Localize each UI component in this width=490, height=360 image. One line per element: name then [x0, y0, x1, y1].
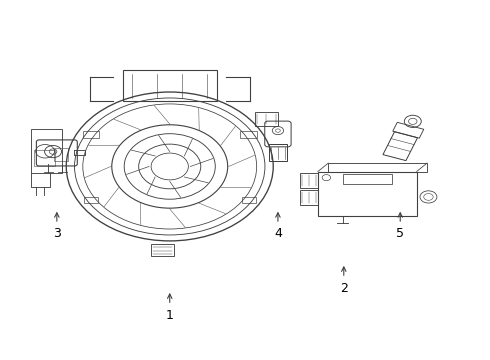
- Bar: [269, 144, 287, 161]
- Bar: [122, 71, 217, 101]
- Text: 2: 2: [340, 282, 348, 294]
- Bar: [328, 163, 427, 171]
- Bar: [255, 112, 278, 126]
- Bar: [83, 131, 99, 138]
- Bar: [318, 171, 416, 216]
- Text: 3: 3: [53, 228, 61, 240]
- Bar: [343, 174, 392, 184]
- Text: 5: 5: [396, 228, 404, 240]
- Bar: [54, 148, 68, 161]
- Bar: [300, 190, 318, 204]
- Bar: [151, 244, 174, 256]
- Bar: [84, 197, 98, 203]
- Bar: [242, 197, 256, 203]
- Bar: [31, 129, 62, 173]
- Bar: [241, 131, 257, 138]
- Bar: [300, 174, 318, 188]
- Bar: [34, 149, 55, 166]
- Text: 1: 1: [166, 309, 173, 321]
- Text: 4: 4: [274, 228, 282, 240]
